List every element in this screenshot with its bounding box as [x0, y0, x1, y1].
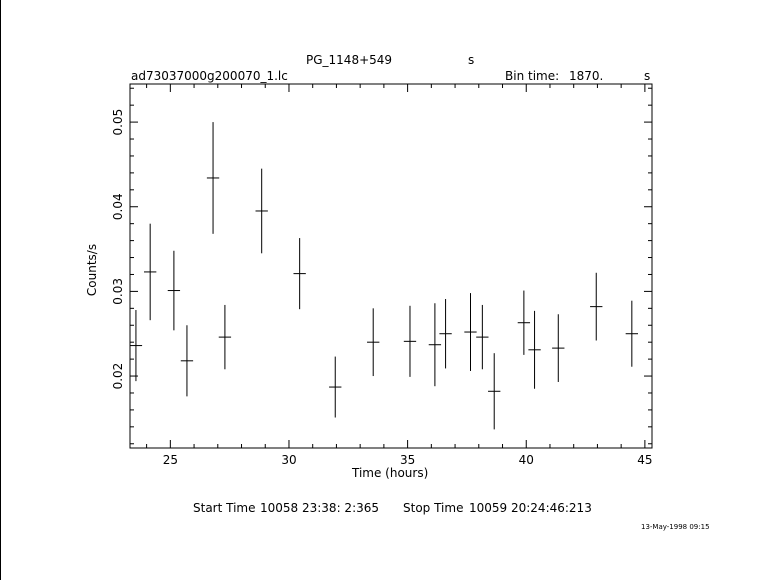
window-edge: [0, 0, 1, 580]
data-point: [488, 353, 501, 430]
data-point: [428, 303, 442, 387]
bin-time-label: Bin time:: [505, 69, 560, 83]
axis-tick-labels: 25 30 35 40 45 0.02 0.03 0.04 0.05: [111, 109, 653, 467]
start-time-label: Start Time: [193, 501, 256, 515]
data-point: [528, 310, 541, 389]
data-points: [129, 122, 639, 430]
x-tick-label: 30: [281, 453, 296, 467]
y-tick-label: 0.03: [111, 278, 125, 305]
x-tick-label: 25: [163, 453, 178, 467]
plot-timestamp: 13-May-1998 09:15: [641, 523, 710, 531]
y-axis-label: Counts/s: [85, 243, 100, 297]
data-point: [329, 356, 342, 418]
lightcurve-filename: ad73037000g200070_1.lc: [131, 69, 288, 83]
y-tick-label: 0.05: [111, 109, 125, 136]
start-time-value: 10058 23:38: 2:365: [260, 501, 380, 515]
data-point: [403, 305, 417, 377]
data-point: [167, 250, 181, 331]
y-tick-label: 0.02: [111, 363, 125, 390]
data-point: [143, 223, 157, 321]
data-point: [590, 272, 603, 341]
bin-time-unit: s: [644, 69, 651, 83]
data-point: [293, 238, 306, 310]
bin-time-value: 1870.: [569, 69, 604, 83]
axis-ticks: [130, 84, 652, 448]
plot-frame: [129, 83, 653, 449]
chart-title: PG_1148+549: [306, 53, 393, 67]
data-point: [129, 310, 143, 382]
x-tick-label: 40: [519, 453, 534, 467]
data-point: [255, 168, 268, 254]
data-point: [464, 293, 477, 371]
data-point: [476, 304, 489, 370]
y-tick-label: 0.04: [111, 193, 125, 220]
data-point: [206, 122, 220, 234]
data-point: [367, 308, 380, 377]
data-point: [439, 299, 452, 369]
stop-time-label: Stop Time: [403, 501, 464, 515]
x-axis-label: Time (hours): [352, 466, 429, 480]
stop-time-value: 10059 20:24:46:213: [469, 501, 592, 515]
chart-title-suffix: s: [468, 53, 475, 67]
data-point: [625, 300, 639, 367]
data-point: [218, 304, 232, 370]
x-tick-label: 45: [637, 453, 652, 467]
data-point: [517, 290, 531, 355]
data-point: [552, 314, 565, 382]
x-tick-label: 35: [400, 453, 415, 467]
data-point: [180, 325, 194, 397]
